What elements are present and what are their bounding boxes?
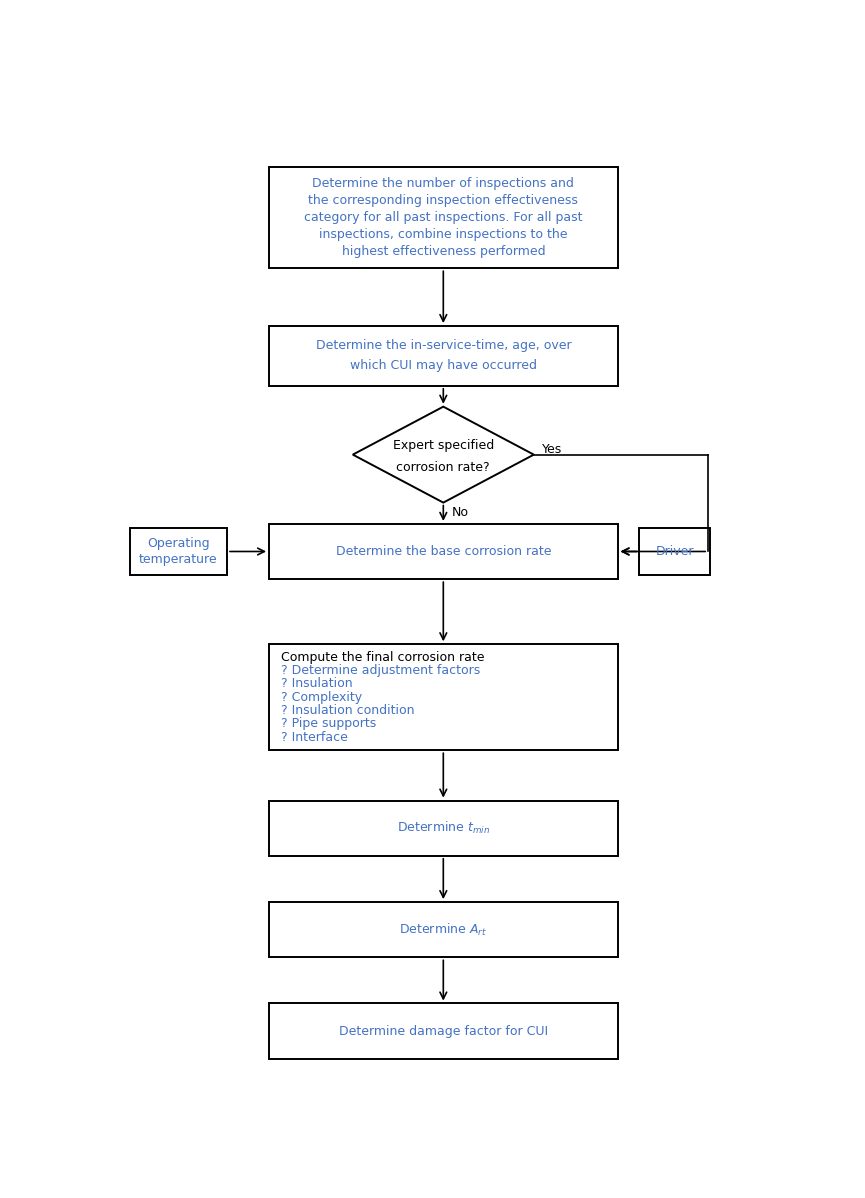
Text: Determine the base corrosion rate: Determine the base corrosion rate <box>336 545 551 558</box>
Bar <box>269 326 618 386</box>
Text: Expert specified: Expert specified <box>393 438 494 452</box>
Text: Yes: Yes <box>541 442 562 455</box>
Bar <box>269 800 618 855</box>
Text: ? Insulation: ? Insulation <box>281 678 353 690</box>
Text: No: No <box>452 507 468 519</box>
Text: temperature: temperature <box>139 553 218 565</box>
Text: Driver: Driver <box>656 545 694 558</box>
Text: Determine $A_{rt}$: Determine $A_{rt}$ <box>400 921 487 938</box>
Bar <box>269 902 618 957</box>
Bar <box>269 645 618 750</box>
Text: Determine the in-service-time, age, over: Determine the in-service-time, age, over <box>316 339 571 352</box>
Text: ? Interface: ? Interface <box>281 731 348 744</box>
Text: inspections, combine inspections to the: inspections, combine inspections to the <box>319 228 567 241</box>
Bar <box>269 524 618 579</box>
Text: highest effectiveness performed: highest effectiveness performed <box>342 244 545 258</box>
Bar <box>130 527 227 575</box>
Text: Determine $t_{min}$: Determine $t_{min}$ <box>397 821 490 836</box>
Bar <box>269 1004 618 1059</box>
Text: which CUI may have occurred: which CUI may have occurred <box>349 359 537 373</box>
Text: Operating: Operating <box>147 537 210 550</box>
Text: ? Complexity: ? Complexity <box>281 691 362 703</box>
Bar <box>639 527 710 575</box>
Text: ? Insulation condition: ? Insulation condition <box>281 704 414 716</box>
Text: Compute the final corrosion rate: Compute the final corrosion rate <box>281 651 484 664</box>
Text: Determine damage factor for CUI: Determine damage factor for CUI <box>339 1024 548 1037</box>
Text: the corresponding inspection effectiveness: the corresponding inspection effectivene… <box>309 194 578 207</box>
Text: ? Determine adjustment factors: ? Determine adjustment factors <box>281 664 480 677</box>
Bar <box>269 167 618 268</box>
Text: corrosion rate?: corrosion rate? <box>396 461 490 474</box>
Text: ? Pipe supports: ? Pipe supports <box>281 718 376 731</box>
Polygon shape <box>353 406 534 503</box>
Text: category for all past inspections. For all past: category for all past inspections. For a… <box>304 211 582 224</box>
Text: Determine the number of inspections and: Determine the number of inspections and <box>312 177 574 190</box>
